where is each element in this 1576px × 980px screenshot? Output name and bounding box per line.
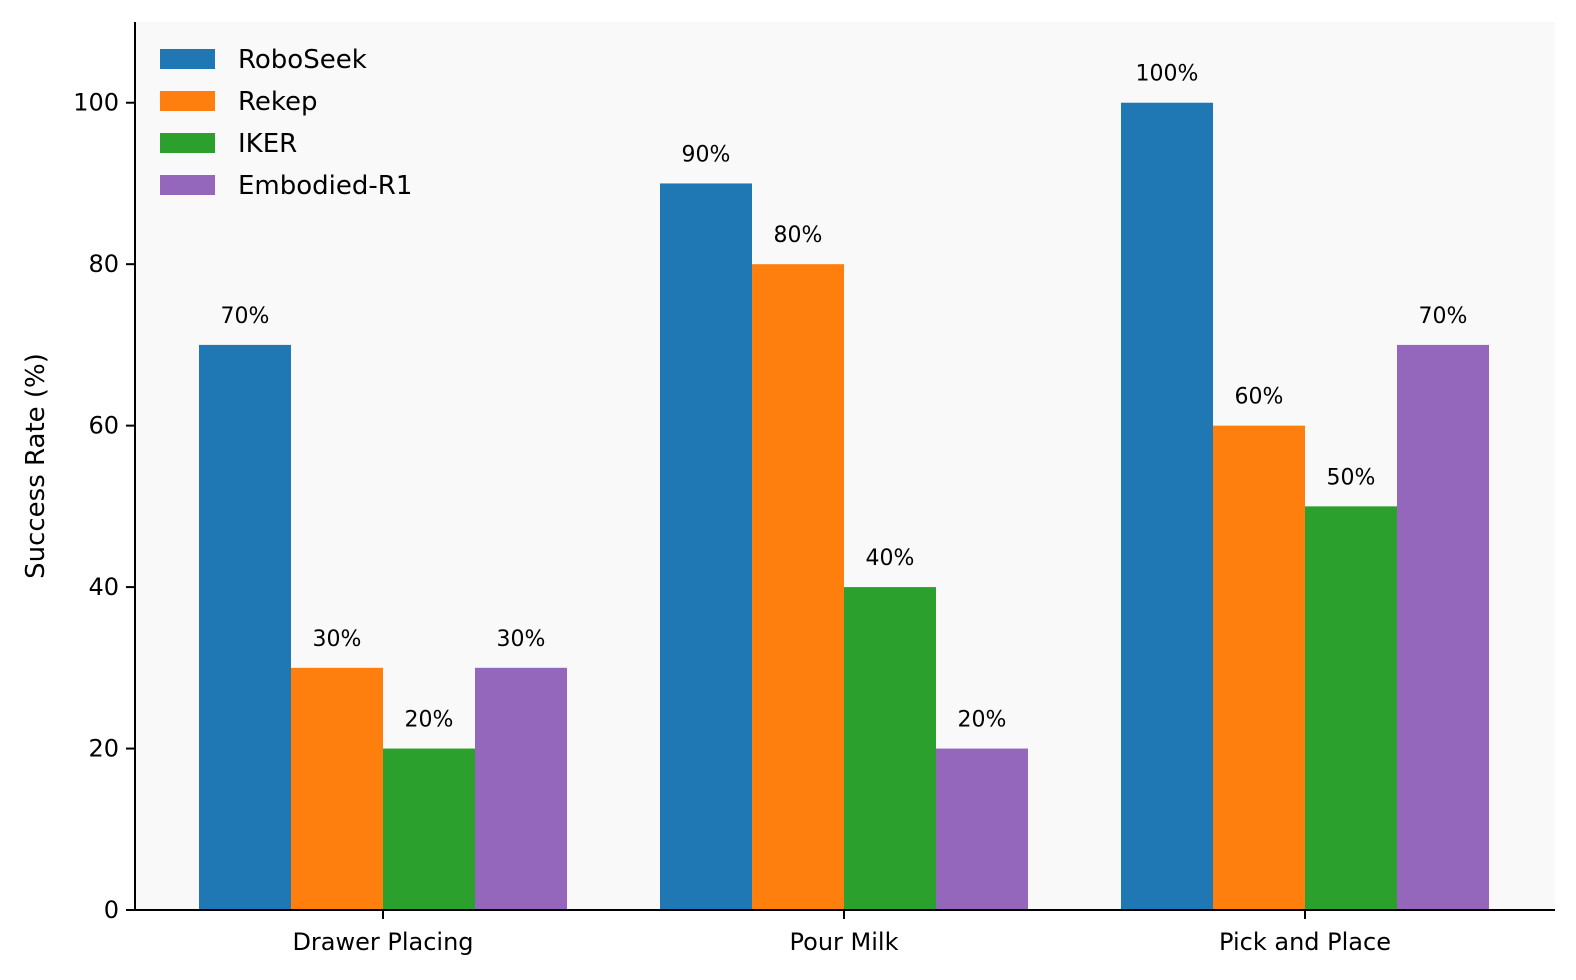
legend-label-roboseek: RoboSeek [238, 45, 367, 75]
y-tick-label: 20 [88, 735, 119, 763]
bar-rekep-pick-and-place [1213, 425, 1305, 910]
bar-roboseek-drawer-placing [199, 344, 291, 911]
legend-swatch-rekep [160, 91, 215, 111]
value-label-roboseek-pour-milk: 90% [682, 142, 731, 167]
ticks-layer: 0 20 40 60 80 100 Drawer Placing Pour Milk Pick … [73, 89, 1391, 956]
value-label-roboseek-pick-and-place: 100% [1136, 62, 1199, 87]
x-tick-label-drawer-placing: Drawer Placing [292, 928, 473, 956]
value-label-rekep-pour-milk: 80% [774, 223, 823, 248]
y-tick-label: 0 [104, 896, 119, 924]
y-tick-label: 100 [73, 89, 119, 117]
value-label-rekep-pick-and-place: 60% [1235, 385, 1284, 410]
bar-embodied-r1-pick-and-place [1397, 344, 1489, 911]
bar-rekep-drawer-placing [291, 667, 383, 910]
x-tick-label-pour-milk: Pour Milk [790, 928, 899, 956]
bar-roboseek-pick-and-place [1121, 102, 1213, 910]
legend-swatch-roboseek [160, 49, 215, 69]
value-label-rekep-drawer-placing: 30% [313, 627, 362, 652]
bar-embodied-r1-drawer-placing [475, 667, 567, 910]
legend-label-embodied-r1: Embodied-R1 [238, 171, 412, 201]
legend: RoboSeek Rekep IKER Embodied-R1 [160, 45, 412, 201]
y-tick-label: 40 [88, 573, 119, 601]
y-tick-label: 60 [88, 412, 119, 440]
value-label-embodied-r1-pick-and-place: 70% [1419, 304, 1468, 329]
x-tick-label-pick-and-place: Pick and Place [1219, 928, 1391, 956]
legend-swatch-iker [160, 133, 215, 153]
value-label-iker-pick-and-place: 50% [1327, 465, 1376, 490]
value-label-roboseek-drawer-placing: 70% [221, 304, 270, 329]
legend-label-rekep: Rekep [238, 87, 318, 117]
bar-iker-pick-and-place [1305, 506, 1397, 910]
legend-label-iker: IKER [238, 129, 297, 159]
value-label-iker-drawer-placing: 20% [405, 708, 454, 733]
y-tick-label: 80 [88, 250, 119, 278]
bar-iker-pour-milk [844, 587, 936, 910]
value-label-embodied-r1-pour-milk: 20% [958, 708, 1007, 733]
bar-rekep-pour-milk [752, 264, 844, 910]
y-axis-title: Success Rate (%) [21, 353, 51, 579]
bars-layer [199, 102, 1489, 911]
bar-roboseek-pour-milk [660, 183, 752, 911]
value-label-embodied-r1-drawer-placing: 30% [497, 627, 546, 652]
value-label-iker-pour-milk: 40% [866, 546, 915, 571]
bar-iker-drawer-placing [383, 748, 475, 910]
value-labels-layer: 70% 30% 20% 30% 90% 80% 40% 20% 100% 60% 50% 70% [221, 62, 1468, 733]
legend-swatch-embodied-r1 [160, 175, 215, 195]
bar-embodied-r1-pour-milk [936, 748, 1028, 910]
